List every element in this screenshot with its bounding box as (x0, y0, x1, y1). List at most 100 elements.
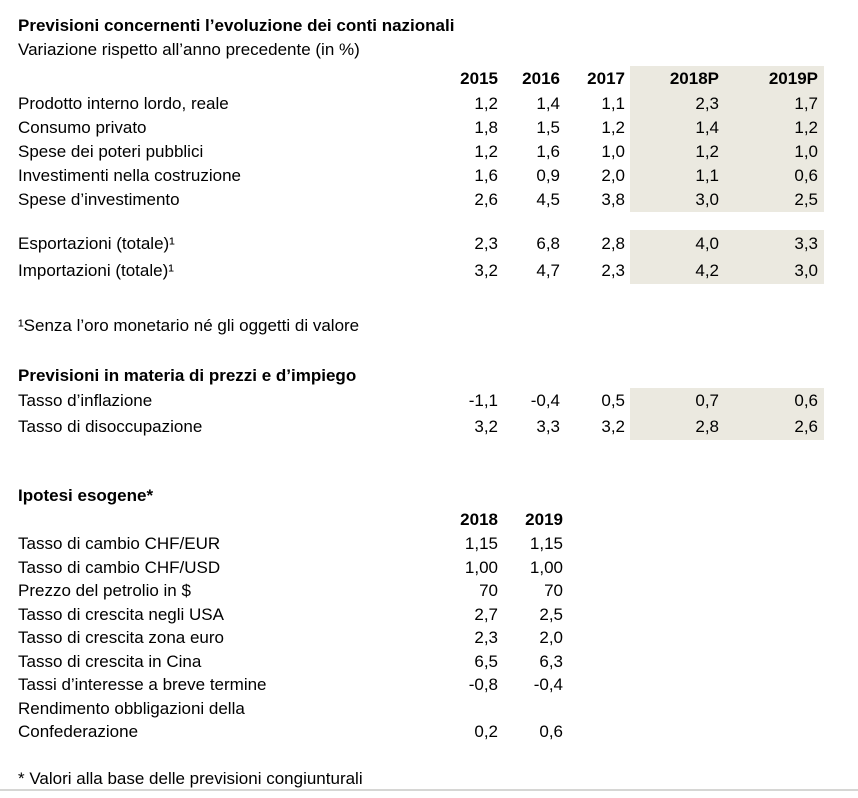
value-cell-2018p: 2,8 (625, 414, 725, 440)
value-cell-2017: 1,1 (601, 94, 625, 113)
value-cell-2016: 3,3 (536, 417, 560, 436)
table-row: Rendimento obbligazioni della Confederaz… (18, 697, 824, 744)
row-label: Rendimento obbligazioni della Confederaz… (18, 698, 245, 742)
value-cell-2016: 6,8 (536, 234, 560, 253)
table-row: Tasso di cambio CHF/EUR 1,15 1,15 (18, 532, 824, 556)
value-cell-2018p: 0,7 (625, 388, 725, 414)
table-row: Tasso d’inflazione -1,1 -0,4 0,5 0,7 0,6 (18, 388, 824, 414)
value-cell-2019p: 3,3 (725, 230, 824, 257)
row-label: Prodotto interno lordo, reale (18, 94, 229, 113)
table-row: Prodotto interno lordo, reale 1,2 1,4 1,… (18, 92, 824, 116)
row-label: Esportazioni (totale)¹ (18, 234, 175, 253)
row-label: Consumo privato (18, 118, 147, 137)
value-cell-2017: 2,0 (601, 166, 625, 185)
row-label: Tasso di cambio CHF/EUR (18, 534, 221, 553)
value-cell-2019p: 0,6 (725, 388, 824, 414)
value-cell-2019: 70 (544, 581, 563, 600)
prices-employment-rows: Tasso d’inflazione -1,1 -0,4 0,5 0,7 0,6… (18, 388, 824, 440)
exogenous-header-row: 2018 2019 (18, 508, 824, 532)
value-cell-2019p: 1,2 (725, 116, 824, 140)
value-cell-2018: 6,5 (474, 651, 498, 671)
value-cell-2019: -0,4 (533, 675, 563, 694)
value-cell-2015: 3,2 (474, 261, 498, 280)
value-cell-2018: 1,15 (464, 534, 498, 553)
table-row: Prezzo del petrolio in $ 70 70 (18, 579, 824, 603)
value-cell-2015: 1,8 (474, 118, 498, 137)
value-cell-2015: 3,2 (474, 417, 498, 436)
table-row: Tasso di crescita zona euro 2,3 2,0 (18, 626, 824, 650)
value-cell-2019p: 2,5 (725, 188, 824, 212)
value-cell-2018: 2,3 (474, 628, 498, 647)
value-cell-2019p: 1,7 (725, 92, 824, 116)
value-cell-2019: 1,00 (529, 557, 563, 577)
row-label: Tasso di crescita in Cina (18, 651, 202, 671)
value-cell-2019p: 1,0 (725, 140, 824, 164)
value-cell-2018p: 1,4 (625, 116, 725, 140)
row-label: Investimenti nella costruzione (18, 166, 242, 185)
value-cell-2019p: 0,6 (725, 164, 824, 188)
value-cell-2019p: 3,0 (725, 257, 824, 284)
value-cell-2015: 1,2 (474, 142, 498, 161)
row-label: Tassi d’interesse a breve termine (18, 675, 267, 694)
page-subtitle: Variazione rispetto all’anno precedente … (18, 40, 360, 59)
row-label: Tasso di crescita negli USA (18, 604, 224, 624)
table-row: Spese d’investimento 2,6 4,5 3,8 3,0 2,5 (18, 188, 824, 212)
row-label: Importazioni (totale)¹ (18, 261, 174, 280)
national-accounts-header-row: 2015 2016 2017 2018P 2019P (18, 66, 824, 92)
value-cell-2018p: 4,2 (625, 257, 725, 284)
value-cell-2019: 1,15 (529, 534, 563, 553)
column-header-2019: 2019 (525, 510, 563, 529)
section-title-prices-employment: Previsioni in materia di prezzi e d’impi… (18, 366, 357, 385)
table-row: Tasso di crescita in Cina 6,5 6,3 (18, 650, 824, 674)
footer-note-asterisk: * Valori alla base delle previsioni cong… (18, 768, 363, 788)
value-cell-2016: 1,6 (536, 142, 560, 161)
table-row: Tassi d’interesse a breve termine -0,8 -… (18, 673, 824, 697)
table-row: Tasso di crescita negli USA 2,7 2,5 (18, 603, 824, 627)
table-row: Importazioni (totale)¹ 3,2 4,7 2,3 4,2 3… (18, 257, 824, 284)
row-label: Tasso di disoccupazione (18, 417, 203, 436)
page-title: Previsioni concernenti l’evoluzione dei … (18, 16, 455, 35)
value-cell-2017: 3,2 (601, 417, 625, 436)
value-cell-2018: 70 (479, 581, 498, 600)
value-cell-2016: 4,7 (536, 261, 560, 280)
value-cell-2016: 0,9 (536, 166, 560, 185)
value-cell-2018: -0,8 (468, 675, 498, 694)
table-row: Consumo privato 1,8 1,5 1,2 1,4 1,2 (18, 116, 824, 140)
value-cell-2015: 1,6 (474, 166, 498, 185)
value-cell-2018: 1,00 (464, 557, 498, 577)
row-label: Spese d’investimento (18, 190, 180, 209)
value-cell-2018: 0,2 (474, 722, 498, 741)
row-label: Tasso di cambio CHF/USD (18, 557, 221, 577)
row-label: Tasso di crescita zona euro (18, 628, 224, 647)
table-row: Esportazioni (totale)¹ 2,3 6,8 2,8 4,0 3… (18, 230, 824, 257)
value-cell-2019: 2,5 (539, 604, 563, 624)
value-cell-2019: 0,6 (539, 722, 563, 741)
row-label: Spese dei poteri pubblici (18, 142, 204, 161)
value-cell-2018p: 4,0 (625, 230, 725, 257)
exogenous-rows: Tasso di cambio CHF/EUR 1,15 1,15 Tasso … (18, 532, 824, 744)
table-row: Tasso di disoccupazione 3,2 3,3 3,2 2,8 … (18, 414, 824, 440)
column-header-2016: 2016 (522, 69, 560, 88)
value-cell-2018p: 1,1 (625, 164, 725, 188)
value-cell-2015: 1,2 (474, 94, 498, 113)
column-header-2017: 2017 (587, 69, 625, 88)
column-header-2018: 2018 (460, 510, 498, 529)
column-header-2015: 2015 (460, 69, 498, 88)
column-header-2019p: 2019P (725, 66, 824, 92)
table-row: Tasso di cambio CHF/USD 1,00 1,00 (18, 556, 824, 580)
section-title-exogenous: Ipotesi esogene* (18, 486, 154, 505)
bottom-divider (0, 789, 858, 791)
value-cell-2015: 2,6 (474, 190, 498, 209)
national-accounts-group-2: Esportazioni (totale)¹ 2,3 6,8 2,8 4,0 3… (18, 230, 824, 284)
value-cell-2019: 2,0 (539, 628, 563, 647)
value-cell-2015: 2,3 (474, 234, 498, 253)
table-footnote-gold: ¹Senza l’oro monetario né gli oggetti di… (18, 316, 360, 335)
value-cell-2018p: 1,2 (625, 140, 725, 164)
value-cell-2019p: 2,6 (725, 414, 824, 440)
value-cell-2016: -0,4 (530, 391, 560, 410)
value-cell-2016: 1,5 (536, 118, 560, 137)
value-cell-2017: 1,2 (601, 118, 625, 137)
value-cell-2017: 0,5 (601, 391, 625, 410)
national-accounts-group-1: Prodotto interno lordo, reale 1,2 1,4 1,… (18, 92, 824, 212)
value-cell-2016: 1,4 (536, 94, 560, 113)
